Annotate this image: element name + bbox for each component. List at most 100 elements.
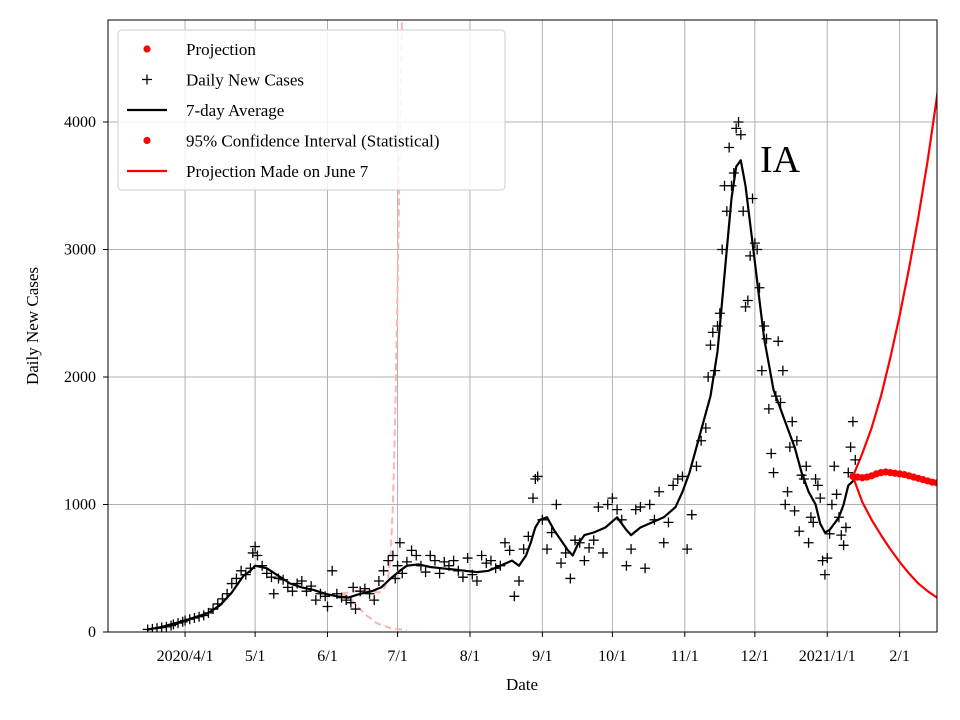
data-point-plus [621, 560, 632, 571]
data-point-plus [707, 327, 718, 338]
y-axis-label: Daily New Cases [23, 267, 42, 385]
projection-dot [952, 472, 959, 479]
data-point-plus [184, 614, 195, 625]
data-point-plus [810, 474, 821, 484]
data-point-plus [532, 471, 543, 482]
y-tick-label: 3000 [64, 242, 96, 259]
data-point-plus [726, 180, 737, 191]
data-point-plus [485, 555, 496, 566]
data-point-plus [770, 391, 781, 402]
legend-label: Projection Made on June 7 [186, 162, 369, 181]
legend-dot-icon [143, 45, 151, 53]
data-point-plus [593, 502, 604, 513]
plot-series [142, 20, 959, 632]
legend-label: Daily New Cases [186, 71, 304, 90]
data-point-plus [364, 588, 375, 599]
data-point-plus [777, 365, 788, 376]
y-axis-ticks: 0 1000 2000 3000 4000 [64, 114, 108, 641]
plot-frame [107, 19, 938, 633]
data-point-plus [630, 504, 641, 515]
x-tick-label: 6/1 [317, 648, 337, 665]
data-point-plus [530, 474, 541, 484]
data-point-plus [819, 569, 830, 580]
x-tick-label: 11/1 [671, 648, 699, 665]
legend-entry: Projection [143, 40, 256, 59]
data-point-plus [551, 499, 562, 510]
data-point-plus [406, 545, 417, 556]
legend-dot-icon [143, 136, 151, 145]
series-95-ci-lower [851, 476, 937, 599]
y-tick-label: 4000 [64, 114, 96, 131]
data-point-plus [448, 555, 459, 566]
data-point-plus [801, 461, 812, 472]
legend-label: Projection [186, 40, 256, 59]
data-point-plus [773, 336, 784, 347]
data-point-plus [824, 528, 835, 539]
data-point-plus [189, 612, 200, 623]
data-point-plus [570, 535, 581, 546]
data-point-plus [668, 480, 679, 491]
data-point-plus [798, 474, 809, 484]
data-point-plus [481, 558, 492, 569]
legend-box [117, 29, 506, 191]
data-point-plus [247, 547, 258, 558]
data-point-plus [168, 619, 179, 630]
x-tick-label: 2021/1/1 [799, 648, 856, 665]
data-point-plus [495, 560, 506, 571]
data-point-plus [686, 509, 697, 520]
data-point-plus [457, 572, 468, 583]
data-point-plus [640, 563, 651, 574]
data-point-plus [616, 514, 627, 525]
y-tick-label: 0 [88, 624, 96, 641]
data-point-plus [278, 574, 289, 585]
data-point-plus [476, 550, 487, 561]
data-point-plus [411, 550, 422, 561]
data-point-plus [341, 595, 352, 606]
data-point-plus [740, 301, 751, 312]
data-point-plus [355, 586, 366, 597]
data-point-plus [425, 550, 436, 561]
data-point-plus [383, 555, 394, 566]
data-point-plus [766, 448, 777, 459]
data-point-plus [268, 588, 279, 599]
data-point-plus [745, 250, 756, 261]
x-tick-label: 12/1 [741, 648, 769, 665]
data-point-plus [840, 522, 851, 533]
data-point-plus [296, 576, 307, 586]
data-point-plus [649, 514, 660, 525]
data-point-plus [390, 573, 401, 584]
x-tick-label: 2020/4/1 [157, 648, 214, 665]
data-point-plus [682, 544, 693, 555]
data-point-plus [691, 461, 702, 472]
data-point-plus [588, 535, 599, 546]
data-point-plus [735, 129, 746, 140]
data-point-plus [843, 467, 854, 478]
data-point-plus [768, 467, 779, 478]
data-point-plus [322, 601, 333, 612]
data-point-plus [217, 593, 228, 604]
data-point-plus [177, 616, 188, 627]
data-point-plus [733, 117, 744, 127]
data-point-plus [560, 547, 571, 558]
data-point-plus [626, 544, 637, 555]
data-point-plus [584, 542, 595, 553]
data-point-plus [789, 505, 800, 516]
legend-entry: 95% Confidence Interval (Statistical) [143, 132, 440, 151]
legend-plus-icon [142, 74, 152, 85]
data-point-plus [378, 565, 389, 576]
legend-entry: Daily New Cases [142, 71, 304, 90]
data-point-plus [369, 595, 380, 606]
data-point-plus [761, 333, 772, 344]
legend-label: 7-day Average [186, 101, 284, 120]
data-point-plus [831, 489, 842, 500]
data-point-plus [845, 442, 856, 453]
data-point-plus [710, 365, 721, 376]
data-point-plus [518, 544, 529, 555]
x-axis-ticks: 2020/4/1 5/1 6/1 7/1 8/1 9/1 10/1 11/1 12/1 2021/… [157, 632, 910, 665]
legend-entry: 7-day Average [127, 101, 284, 120]
data-point-plus [833, 512, 844, 523]
data-point-plus [598, 547, 609, 558]
data-point-plus [306, 581, 317, 592]
data-point-plus [315, 588, 326, 599]
